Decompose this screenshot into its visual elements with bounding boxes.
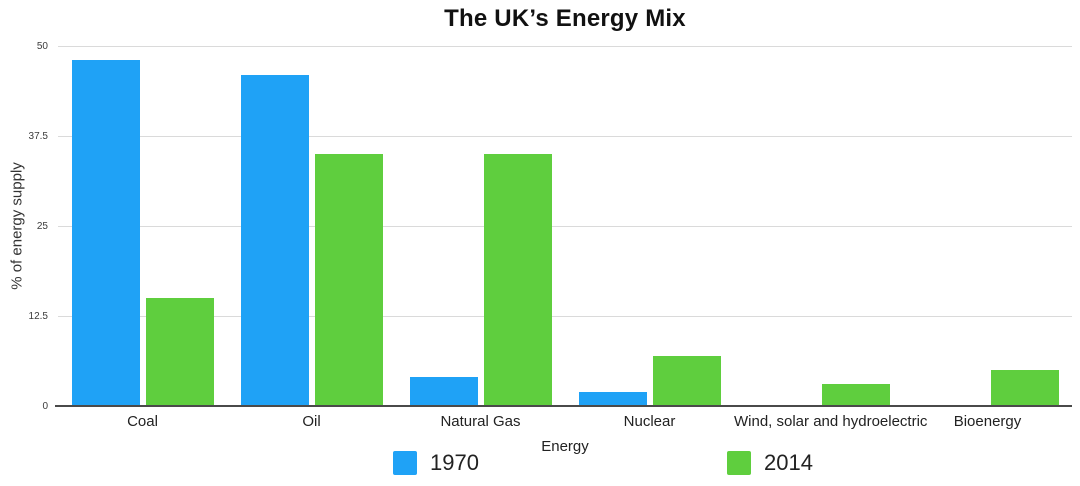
- plot-area: [55, 45, 1072, 407]
- legend-item-2014: 2014: [727, 450, 813, 476]
- x-axis-line: [55, 405, 1072, 407]
- bar-1970-nuclear: [578, 391, 647, 406]
- legend-swatch-2014: [727, 451, 751, 475]
- gridline-50: [58, 45, 1072, 47]
- bar-2014-wind-solar-and-hydroelectric: [821, 384, 890, 406]
- category-label-oil: Oil: [302, 413, 321, 430]
- x-axis-title: Energy: [541, 438, 589, 455]
- y-tick-label-37.5: 37.5: [28, 130, 48, 142]
- legend-label-1970: 1970: [430, 450, 479, 475]
- bar-1970-natural-gas: [409, 377, 478, 406]
- bar-2014-natural-gas: [483, 154, 552, 406]
- bar-2014-oil: [314, 154, 383, 406]
- category-label-wind-solar-and-hydroelectric: Wind, solar and hydroelectric: [734, 413, 928, 430]
- bar-1970-oil: [240, 74, 309, 406]
- legend-label-2014: 2014: [764, 450, 813, 475]
- y-tick-label-25: 25: [36, 220, 48, 232]
- y-tick-label-50: 50: [36, 40, 48, 52]
- category-label-coal: Coal: [127, 413, 158, 430]
- y-tick-label-0: 0: [42, 400, 48, 412]
- y-tick-label-12.5: 12.5: [28, 310, 48, 322]
- category-label-nuclear: Nuclear: [623, 413, 676, 430]
- legend-item-1970: 1970: [393, 450, 479, 476]
- category-label-natural-gas: Natural Gas: [440, 413, 521, 430]
- gridline-12.5: [58, 315, 1072, 317]
- bar-2014-coal: [145, 298, 214, 406]
- bar-2014-nuclear: [652, 355, 721, 406]
- bar-2014-bioenergy: [990, 370, 1059, 406]
- chart-title: The UK’s Energy Mix: [444, 5, 686, 32]
- legend-swatch-1970: [393, 451, 417, 475]
- gridline-25: [58, 225, 1072, 227]
- bar-1970-coal: [71, 60, 140, 406]
- gridline-37.5: [58, 135, 1072, 137]
- category-label-bioenergy: Bioenergy: [953, 413, 1022, 430]
